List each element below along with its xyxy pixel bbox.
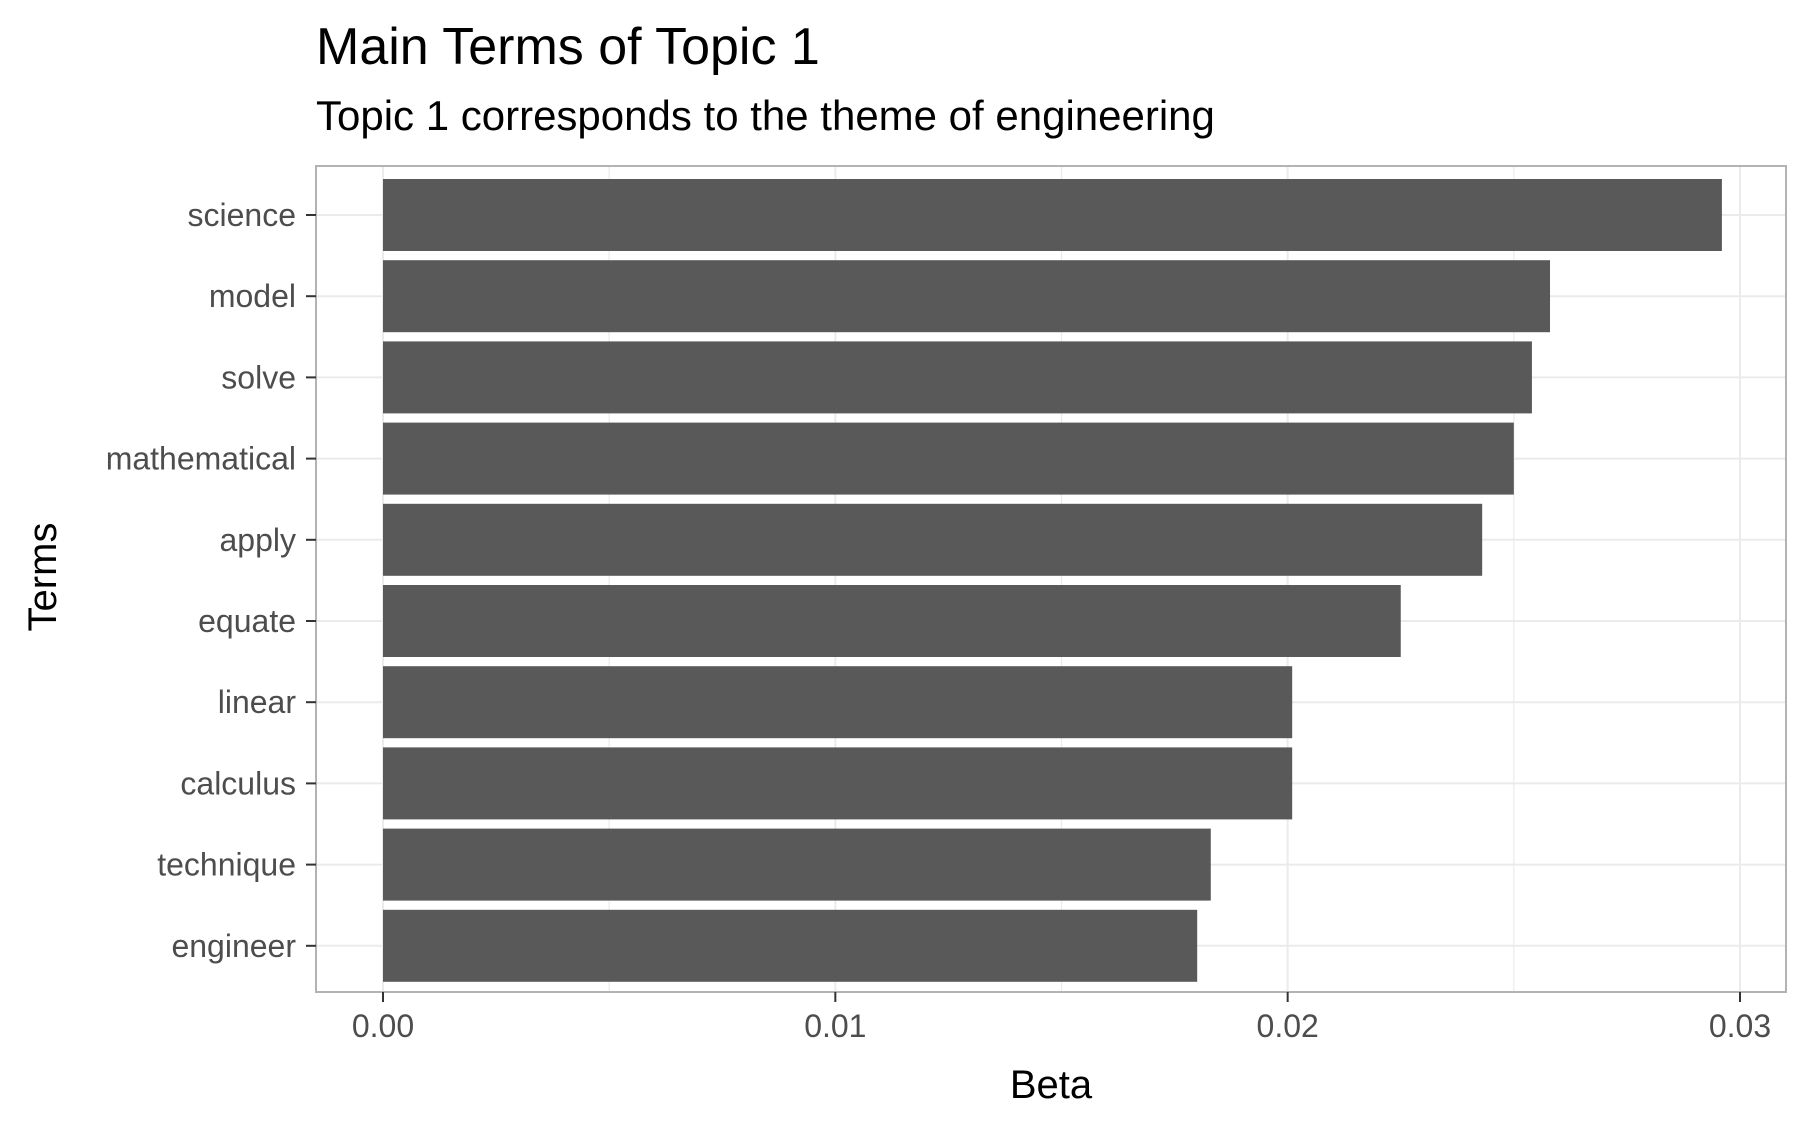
bar-calculus — [383, 747, 1293, 820]
x-tick-label: 0.01 — [804, 1008, 866, 1044]
panel-border — [315, 165, 1787, 993]
x-tick-label: 0.00 — [352, 1008, 414, 1044]
x-axis-ticks: 0.00 0.01 0.02 0.03 — [352, 992, 1771, 1044]
y-tick-label-calculus: calculus — [180, 765, 296, 801]
y-tick-label-mathematical: mathematical — [106, 441, 296, 477]
x-tick-label: 0.03 — [1709, 1008, 1771, 1044]
bar-solve — [383, 341, 1532, 414]
bar-equate — [383, 585, 1401, 657]
y-axis-title: Terms — [21, 523, 65, 632]
y-tick-label-equate: equate — [198, 603, 296, 639]
y-axis-ticks: science model solve mathematical apply equate… — [106, 197, 316, 964]
x-axis-title: Beta — [1010, 1063, 1093, 1107]
bar-model — [383, 260, 1551, 333]
y-tick-label-solve: solve — [221, 359, 296, 395]
y-tick-label-science: science — [188, 197, 297, 233]
bar-engineer — [383, 909, 1198, 982]
y-tick-label-linear: linear — [218, 684, 297, 720]
bar-technique — [383, 828, 1211, 901]
bar-linear — [383, 666, 1293, 739]
bar-mathematical — [383, 422, 1514, 495]
x-tick-label: 0.02 — [1257, 1008, 1319, 1044]
y-tick-label-technique: technique — [157, 847, 296, 883]
chart-subtitle: Topic 1 corresponds to the theme of engi… — [316, 92, 1215, 139]
bar-apply — [383, 503, 1483, 576]
bar-science — [383, 179, 1722, 251]
chart-title: Main Terms of Topic 1 — [316, 18, 820, 76]
y-tick-label-apply: apply — [220, 522, 297, 558]
y-tick-label-model: model — [209, 278, 296, 314]
bars — [383, 179, 1722, 982]
y-tick-label-engineer: engineer — [171, 928, 296, 964]
